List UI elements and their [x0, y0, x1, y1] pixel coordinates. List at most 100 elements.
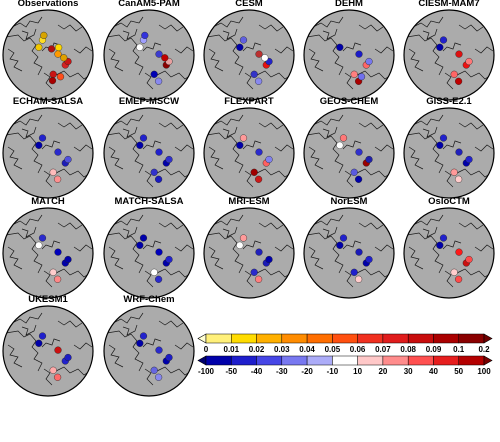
coastlines [406, 114, 494, 188]
station-marker [450, 168, 458, 176]
station-marker [60, 54, 68, 62]
colorbar-upper-triangle [483, 333, 493, 344]
station-marker [165, 155, 173, 164]
station-marker [155, 373, 163, 381]
station-marker [155, 50, 163, 58]
station-marker [47, 45, 56, 53]
colorbar-tick-label: 0.08 [400, 345, 416, 354]
station-marker [40, 31, 48, 40]
map-panel-match-salsa: MATCH-SALSA [103, 196, 195, 299]
station-marker [250, 268, 258, 276]
station-marker [165, 353, 173, 362]
map-panel-ciesm-mam7: CIESM-MAM7 [403, 0, 495, 101]
station-marker [365, 57, 373, 66]
station-marker [136, 339, 144, 347]
station-marker [455, 148, 463, 156]
map-panel-canam5-pam: CanAM5-PAM [103, 0, 195, 101]
station-marker [54, 346, 62, 354]
station-marker [49, 168, 57, 176]
map-panel-giss-e2-1: GISS-E2.1 [403, 96, 495, 199]
map-border [2, 9, 94, 101]
colorbar-segment [332, 355, 358, 366]
colorbar-tick-label: 0.02 [249, 345, 265, 354]
station-marker [54, 248, 62, 256]
colorbar-tick-label: 0.09 [426, 345, 442, 354]
station-marker [155, 148, 163, 156]
station-marker [139, 134, 148, 142]
colorbar-segment [407, 355, 434, 366]
colorbar-lower-triangle [197, 355, 207, 366]
map-panel-dehm: DEHM [303, 0, 395, 101]
map-panels: Observations CanAM5-PAM CESM DEHM CIESM-MAM7… [2, 0, 495, 397]
map-panel-echam-salsa: ECHAM-SALSA [2, 96, 94, 199]
panel-title: GEOS-CHEM [320, 96, 379, 107]
station-marker [355, 148, 363, 156]
colorbar-segment [281, 333, 308, 344]
coastlines [5, 114, 93, 188]
colorbar-segment [205, 333, 232, 344]
colorbars: 0 0.01 0.02 0.03 0.04 0.05 0.06 0.07 0.08 0.09 0.1… [197, 333, 493, 376]
station-marker [150, 268, 158, 276]
coastlines [5, 312, 93, 386]
map-panel-flexpart: FLEXPART [203, 96, 295, 199]
map-panel-match: MATCH [2, 196, 94, 299]
station-marker [365, 255, 373, 264]
map-border [203, 9, 295, 101]
station-marker [53, 275, 62, 283]
station-marker [350, 268, 358, 276]
colorbar-tick-label: 0.2 [478, 345, 490, 354]
station-marker [54, 50, 62, 58]
coastlines [306, 114, 394, 188]
station-marker [64, 155, 72, 164]
station-marker [35, 339, 43, 347]
station-marker [255, 77, 263, 85]
station-marker [455, 77, 463, 85]
map-panel-mri-esm: MRI-ESM [203, 196, 295, 299]
map-panel-wrf-chem: WRF-Chem [103, 294, 195, 397]
map-border [203, 107, 295, 199]
station-marker [250, 70, 258, 78]
station-marker [136, 141, 144, 149]
panel-title: CESM [235, 0, 263, 9]
station-marker [439, 36, 448, 44]
colorbar-segment [433, 333, 460, 344]
station-marker [455, 248, 463, 256]
panel-title: NorESM [331, 196, 368, 207]
map-border [2, 305, 94, 397]
station-marker [465, 57, 473, 66]
station-marker [165, 255, 173, 264]
station-marker [355, 248, 363, 256]
panel-title: FLEXPART [224, 96, 274, 107]
map-panel-ukesm1: UKESM1 [2, 294, 94, 397]
panel-title: MATCH [31, 196, 65, 207]
coastlines [206, 114, 294, 188]
station-marker [355, 50, 363, 58]
colorbar-lower-triangle [197, 333, 207, 344]
station-marker [261, 54, 269, 62]
station-marker [54, 148, 62, 156]
panel-title: MATCH-SALSA [115, 196, 184, 207]
station-marker [38, 234, 47, 242]
colorbar-tick-label: 0 [204, 345, 209, 354]
station-marker [236, 43, 244, 51]
colorbar-segment [256, 333, 283, 344]
station-marker [64, 353, 72, 362]
station-marker [38, 332, 47, 340]
panel-title: CanAM5-PAM [118, 0, 180, 9]
map-border [203, 207, 295, 299]
station-marker [436, 43, 444, 51]
colorbar-tick-label: 10 [353, 367, 362, 376]
colorbar-segment [306, 333, 333, 344]
coastlines [206, 16, 294, 90]
station-marker [155, 346, 163, 354]
station-marker [365, 155, 373, 164]
panel-title: CIESM-MAM7 [418, 0, 479, 9]
coastlines [406, 16, 494, 90]
coastlines [5, 214, 93, 288]
map-border [2, 207, 94, 299]
colorbar-segment [231, 333, 257, 344]
colorbar-tick-label: 0.01 [224, 345, 240, 354]
colorbar-tick-label: -20 [301, 367, 313, 376]
station-marker [439, 234, 448, 242]
panel-title: WRF-Chem [123, 294, 174, 305]
